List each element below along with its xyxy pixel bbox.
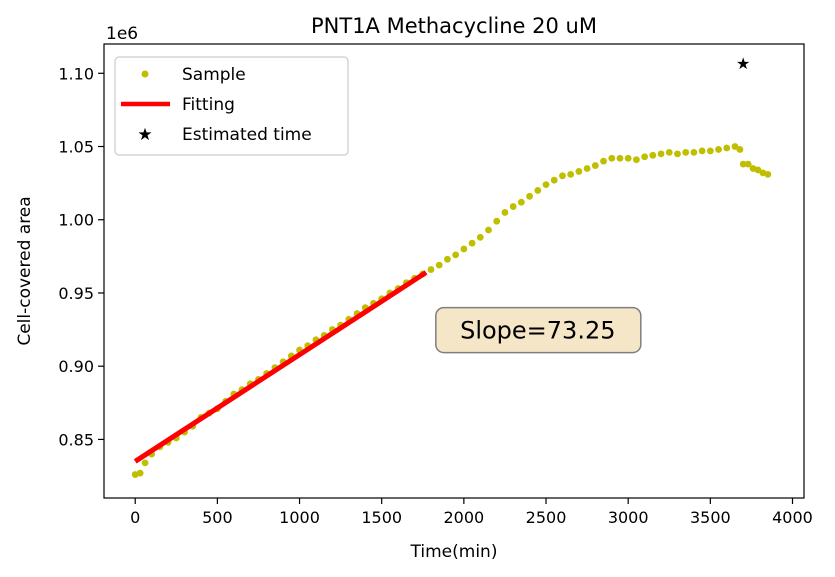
x-tick-label: 3500	[690, 508, 731, 527]
sample-point	[575, 168, 583, 175]
y-tick-label: 0.85	[58, 430, 94, 449]
estimated-time-point: ★	[736, 54, 750, 73]
sample-point	[736, 146, 744, 153]
sample-point	[632, 156, 640, 164]
fitting-line	[133, 270, 428, 464]
sample-point	[624, 154, 632, 162]
x-tick-label: 2500	[526, 508, 567, 527]
sample-point	[690, 148, 698, 156]
y-tick-label: 1.00	[58, 211, 94, 230]
x-tick-label: 500	[202, 508, 233, 527]
sample-point	[754, 166, 762, 174]
sample-point	[460, 245, 468, 253]
legend-box	[114, 56, 349, 156]
sample-point	[616, 154, 624, 162]
plot-frame	[103, 43, 805, 499]
slope-annotation-text: Slope=73.25	[460, 317, 615, 345]
slope-annotation: Slope=73.25	[435, 306, 642, 354]
sample-point	[744, 160, 752, 168]
sample-point	[567, 170, 575, 178]
sample-point	[517, 198, 525, 206]
x-tick-label: 4000	[772, 508, 813, 527]
sample-point	[534, 187, 542, 194]
legend-fitting-label: Fitting	[182, 95, 235, 115]
sample-point	[739, 160, 747, 168]
x-tick-label: 0	[130, 508, 140, 527]
sample-point	[583, 165, 591, 172]
y-tick-label: 0.90	[58, 357, 94, 376]
sample-point	[476, 233, 484, 241]
x-axis-label: Time(min)	[410, 542, 498, 562]
sample-point	[649, 151, 657, 159]
sample-point	[600, 157, 607, 165]
sample-point	[542, 181, 550, 188]
sample-point	[427, 266, 435, 273]
sample-point	[136, 469, 144, 477]
sample-point	[665, 148, 673, 156]
sample-point	[493, 217, 501, 225]
sample-point	[657, 150, 665, 158]
y-tick-label: 1.10	[58, 64, 94, 83]
legend-sample-marker	[141, 70, 149, 78]
sample-point	[591, 162, 599, 169]
x-tick-label: 1500	[361, 508, 402, 527]
y-offset-label: 1e6	[106, 24, 138, 44]
y-tick-label: 1.05	[58, 138, 94, 157]
sample-point	[608, 154, 616, 162]
sample-point	[641, 153, 649, 161]
sample-point	[550, 176, 558, 184]
sample-point	[485, 226, 492, 234]
sample-point	[559, 172, 566, 180]
y-axis-label: Cell-covered area	[15, 196, 35, 345]
sample-point	[444, 255, 451, 263]
sample-point	[706, 147, 714, 155]
sample-point	[509, 203, 517, 210]
legend-estimated-time-marker: ★	[137, 125, 152, 145]
plot-area: ★	[131, 54, 772, 478]
x-tick-label: 1000	[279, 508, 320, 527]
legend-sample-label: Sample	[182, 65, 246, 85]
x-tick-label: 2000	[443, 508, 484, 527]
sample-point	[731, 143, 739, 150]
sample-point	[141, 459, 149, 467]
slope-annotation-box	[435, 306, 642, 354]
chart-title: PNT1A Methacycline 20 uM	[311, 14, 597, 38]
sample-point	[698, 147, 706, 155]
sample-point	[435, 261, 443, 269]
sample-point	[452, 251, 460, 259]
sample-point	[501, 209, 509, 216]
sample-point	[526, 192, 533, 200]
sample-point	[674, 150, 681, 158]
x-tick-label: 3000	[608, 508, 649, 527]
legend-estimated-time-label: Estimated time	[182, 125, 312, 145]
y-tick-label: 0.95	[58, 284, 94, 303]
sample-point	[764, 170, 772, 178]
axes-ticks: 0 500 1000 1500 2000 2500 3000 3500 4000 0.85 0.90…	[58, 64, 812, 527]
sample-point	[723, 144, 731, 152]
sample-point	[715, 146, 722, 153]
legend: Sample Fitting ★ Estimated time	[114, 56, 349, 156]
sample-point	[468, 239, 476, 247]
sample-point	[682, 148, 690, 156]
